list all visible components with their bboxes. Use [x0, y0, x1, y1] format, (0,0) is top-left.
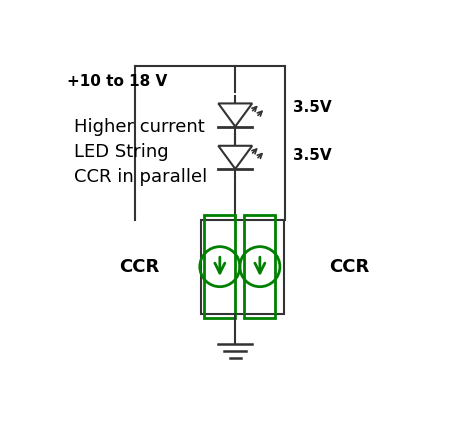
Text: CCR: CCR [119, 258, 159, 276]
Text: 3.5V: 3.5V [293, 100, 331, 115]
Text: 3.5V: 3.5V [293, 148, 331, 163]
Text: +10 to 18 V: +10 to 18 V [67, 73, 167, 89]
Polygon shape [218, 146, 252, 169]
Text: Higher current
LED String
CCR in parallel: Higher current LED String CCR in paralle… [73, 118, 206, 186]
Bar [204, 215, 235, 318]
Polygon shape [218, 103, 252, 127]
Text: CCR: CCR [329, 258, 369, 276]
Bar [200, 220, 283, 314]
Bar [244, 215, 275, 318]
